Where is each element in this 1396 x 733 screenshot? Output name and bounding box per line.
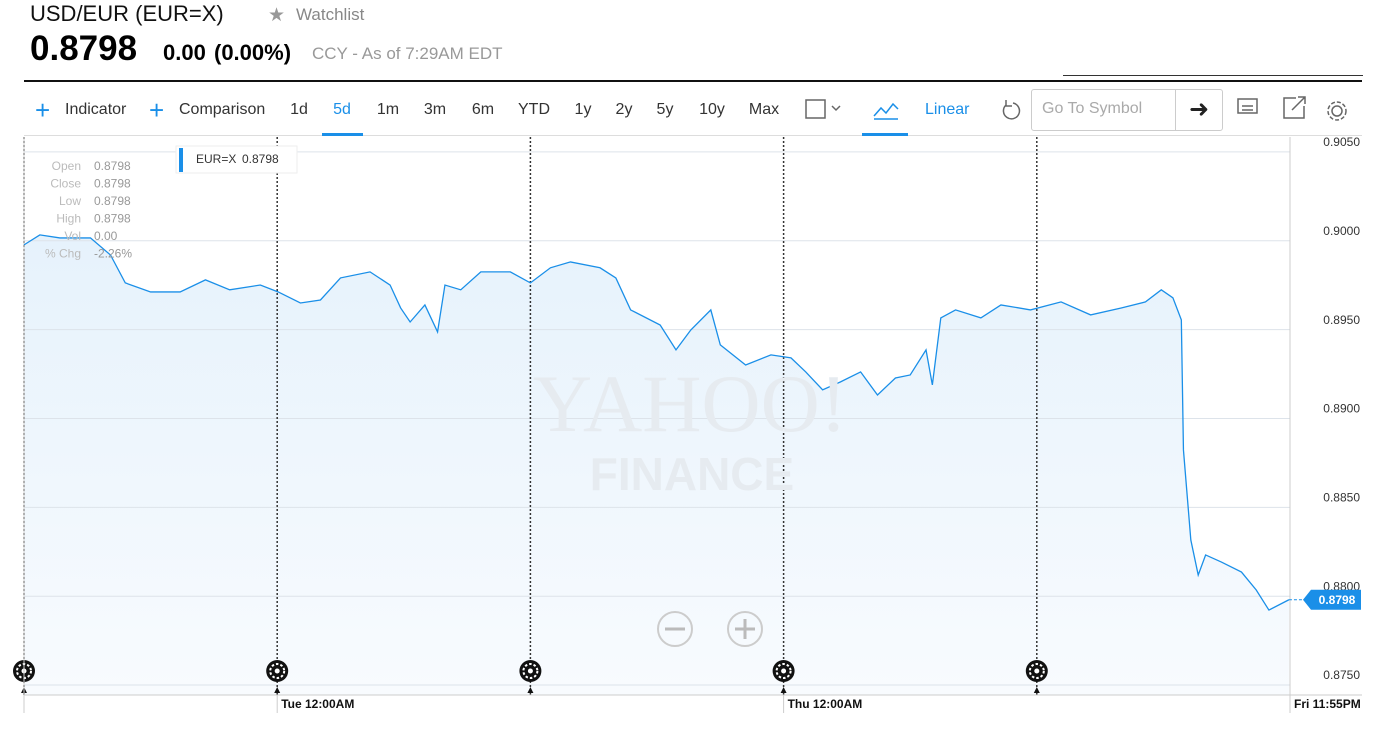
zoom-out[interactable] [657, 611, 693, 647]
price-tag [1303, 589, 1361, 610]
legend-value: 0.8798 [242, 152, 279, 166]
zoom-in[interactable] [727, 611, 763, 647]
undo-icon[interactable] [1002, 100, 1021, 120]
watchlist[interactable]: Watchlist [296, 5, 365, 24]
range-button[interactable]: YTD [518, 101, 550, 118]
print-icon[interactable] [1237, 98, 1258, 114]
scale-button[interactable]: Linear [925, 101, 970, 118]
price-tag-label: 0.8798 [1319, 593, 1356, 607]
event-marker-dot [1034, 668, 1040, 674]
event-marker-dot [781, 668, 787, 674]
toolbar-icons [805, 96, 1347, 121]
legend-name: EUR=X [196, 152, 236, 166]
symbol-placeholder: Go To Symbol [1042, 100, 1143, 117]
indicator-button[interactable]: Indicator [65, 101, 127, 118]
star-icon[interactable]: ★ [268, 5, 286, 26]
price: 0.8798 [30, 29, 138, 68]
legend-box [175, 145, 298, 174]
y-tick-label: 0.9050 [1323, 135, 1360, 149]
range-button[interactable]: 1d [290, 101, 308, 118]
x-tick-label: Tue 12:00AM [281, 697, 354, 711]
header-rule [24, 80, 1362, 82]
toolbar-rule [24, 135, 1362, 136]
zoom-in-icon [735, 619, 755, 639]
settings-icon[interactable] [1331, 105, 1343, 117]
tooltip-label: Close [50, 177, 81, 191]
event-marker-ring [1028, 663, 1045, 679]
plus-icon[interactable]: + [149, 95, 165, 125]
event-tick [527, 687, 534, 693]
go-button[interactable]: ➜ [1175, 89, 1223, 131]
tooltip-value: 0.00 [94, 229, 118, 243]
range-button[interactable]: 5y [656, 101, 674, 118]
tooltip-value: 0.8798 [94, 159, 131, 173]
symbol-title: USD/EUR (EUR=X) [30, 1, 224, 26]
y-tick-label: 0.8750 [1323, 668, 1360, 682]
x-tick-label: Thu 12:00AM [788, 697, 863, 711]
event-marker-ring [775, 663, 792, 679]
range-button[interactable]: 1m [376, 101, 400, 118]
event-tick [780, 687, 787, 693]
header-rule-thin [1063, 75, 1363, 76]
price-line [23, 234, 1290, 611]
event-tick [1033, 687, 1040, 693]
tooltip-label: % Chg [45, 247, 81, 261]
share-icon[interactable] [1283, 96, 1306, 119]
active-type-underline [862, 133, 908, 136]
as-of: CCY - As of 7:29AM EDT [312, 44, 503, 63]
event-marker-dot [527, 668, 533, 674]
range-button[interactable]: 5d [333, 101, 351, 118]
legend-swatch [179, 148, 183, 172]
watermark: YAHOO! [533, 358, 847, 449]
range-button[interactable]: 2y [615, 101, 633, 118]
tooltip-value: 0.8798 [94, 177, 131, 191]
change: 0.00 [163, 40, 206, 65]
range-button[interactable]: 6m [471, 101, 495, 118]
range-button[interactable]: 3m [423, 101, 447, 118]
event-marker-ring [269, 663, 286, 679]
change-pct: (0.00%) [214, 40, 292, 65]
watermark: FINANCE [590, 448, 794, 500]
plus-icon[interactable]: + [35, 95, 51, 125]
event-marker-dot [274, 668, 280, 674]
tooltip-value: 0.8798 [94, 194, 131, 208]
range-button[interactable]: 10y [699, 101, 725, 118]
range-button[interactable]: Max [748, 101, 780, 118]
event-tick [274, 687, 281, 693]
dropdown-caret[interactable] [831, 105, 841, 112]
active-range-underline [322, 133, 363, 136]
y-tick-label: 0.8950 [1323, 313, 1360, 327]
chart-type-icon[interactable] [873, 102, 899, 117]
tooltip-label: Low [59, 194, 81, 208]
tooltip-label: High [56, 212, 81, 226]
x-tick-label: Fri 11:55PM [1294, 697, 1361, 711]
tooltip-value: 0.8798 [94, 212, 131, 226]
tooltip-label: Open [52, 159, 81, 173]
y-tick-label: 0.8900 [1323, 402, 1360, 416]
tooltip-label: Vol [64, 229, 81, 243]
plot: 0.87500.88000.88500.89000.89500.90000.90… [13, 135, 1362, 713]
area [24, 234, 1289, 695]
y-tick-label: 0.8850 [1323, 491, 1360, 505]
calendar-icon[interactable] [805, 99, 826, 119]
tooltip-value: -2.26% [94, 247, 132, 261]
comparison-button[interactable]: Comparison [179, 101, 266, 118]
range-button[interactable]: 1y [574, 101, 592, 118]
event-marker-ring [522, 663, 539, 679]
y-tick-label: 0.9000 [1323, 224, 1360, 238]
